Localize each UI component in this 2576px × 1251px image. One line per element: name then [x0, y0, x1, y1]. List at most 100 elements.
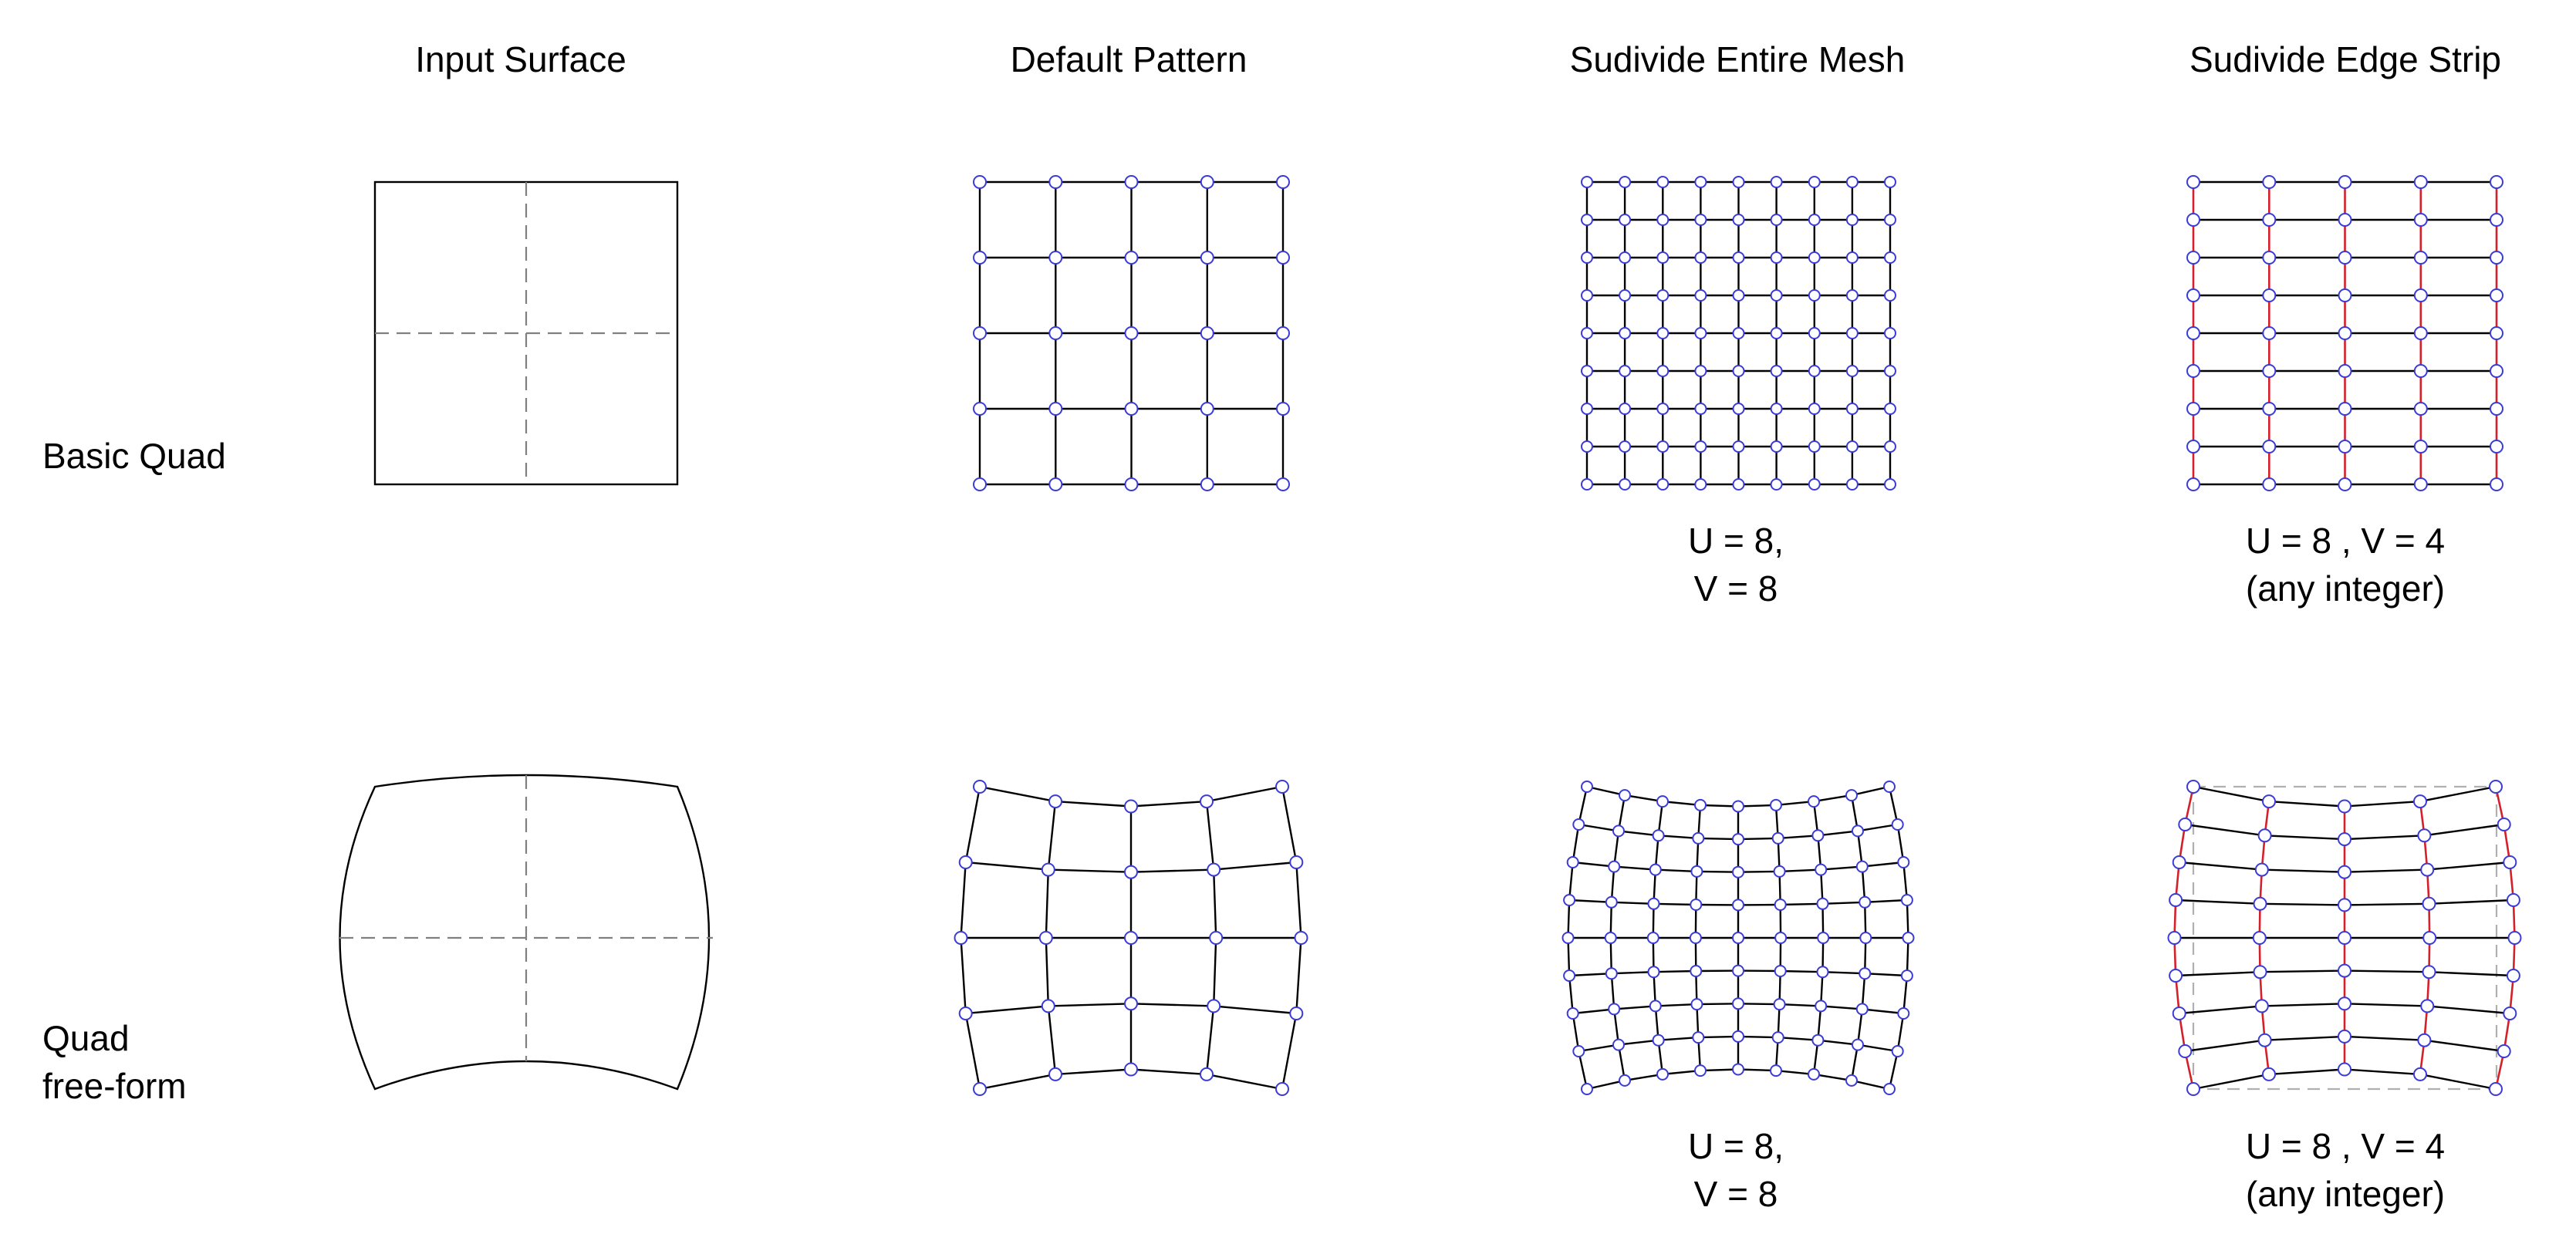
edge-strip-basic-node	[2262, 364, 2277, 378]
entire-mesh-basic-node	[1619, 365, 1632, 377]
entire-mesh-free-form-node	[1771, 1031, 1784, 1044]
entire-mesh-basic-node	[1581, 403, 1593, 415]
default-pattern-free-form-node	[1275, 1082, 1289, 1096]
edge-strip-free-form-node	[2338, 963, 2351, 978]
entire-mesh-basic-node	[1581, 289, 1593, 302]
entire-mesh-free-form-node	[1816, 897, 1829, 910]
edge-strip-basic	[2186, 175, 2503, 491]
entire-mesh-basic-node	[1884, 251, 1896, 264]
edge-strip-basic-node	[2262, 326, 2277, 340]
entire-mesh-free-form-node	[1891, 818, 1904, 831]
entire-mesh-free-form-node	[1566, 1007, 1579, 1020]
entire-mesh-free-form-node	[1845, 1074, 1858, 1087]
entire-mesh-basic-node	[1770, 403, 1783, 415]
entire-mesh-basic-node	[1808, 251, 1821, 264]
entire-mesh-free-form-node	[1732, 997, 1744, 1010]
edge-strip-free-form-node	[2254, 862, 2269, 877]
edge-strip-basic-node	[2186, 440, 2200, 454]
entire-mesh-free-form-node	[1619, 1074, 1631, 1087]
entire-mesh-basic-node	[1581, 327, 1593, 339]
row-label-basic-quad: Basic Quad	[42, 432, 226, 480]
entire-mesh-free-form-node	[1883, 781, 1896, 793]
edge-strip-free-form-node	[2420, 999, 2435, 1013]
row-label-basic-quad-text: Basic Quad	[42, 436, 226, 476]
caption-strip-bottom-any: (any integer)	[2245, 1174, 2446, 1214]
entire-mesh-basic-node	[1619, 289, 1632, 302]
default-pattern-basic-node	[973, 477, 987, 491]
entire-mesh-basic-node	[1619, 176, 1632, 188]
entire-mesh-free-form-node	[1732, 865, 1744, 878]
entire-mesh-basic-node	[1694, 251, 1707, 264]
edge-strip-basic-node	[2490, 288, 2503, 302]
edge-strip-free-form-node	[2422, 965, 2436, 980]
entire-mesh-basic-node	[1845, 251, 1859, 264]
entire-mesh-free-form-node	[1656, 1067, 1669, 1081]
edge-strip-basic-node	[2490, 440, 2503, 454]
edge-strip-free-form-node	[2507, 931, 2522, 945]
entire-mesh-free-form-node	[1561, 932, 1575, 944]
default-pattern-basic-node	[1048, 326, 1063, 340]
default-pattern-free-form-node	[1041, 862, 1055, 877]
edge-strip-free-form-node	[2338, 1029, 2351, 1044]
edge-strip-free-form-node	[2257, 1033, 2272, 1047]
entire-mesh-basic-node	[1732, 440, 1745, 453]
entire-mesh-free-form-node	[1900, 894, 1913, 906]
edge-strip-free-form-node	[2338, 799, 2351, 814]
free-form-outline	[339, 774, 711, 1091]
entire-mesh-basic-node	[1694, 440, 1707, 453]
edge-strip-free-form-node	[2497, 818, 2511, 831]
edge-strip-free-form-node	[2506, 893, 2520, 907]
default-pattern-free-form-node	[958, 855, 973, 869]
mesh-group	[954, 175, 2522, 1096]
default-pattern-free-form-node	[1048, 1067, 1062, 1081]
edge-strip-free-form-node	[2338, 996, 2351, 1011]
edge-strip-basic-node	[2490, 251, 2503, 265]
entire-mesh-free-form-node	[1732, 800, 1744, 813]
edge-strip-free-form-node	[2503, 1007, 2517, 1020]
edge-strip-basic-node	[2413, 288, 2428, 302]
entire-mesh-free-form-node	[1859, 895, 1872, 909]
edge-strip-basic-node	[2490, 175, 2503, 189]
entire-mesh-free-form-node	[1604, 932, 1617, 944]
column-title-subdivide-entire-mesh: Sudivide Entire Mesh	[1569, 39, 1906, 79]
edge-strip-basic-node	[2338, 251, 2352, 265]
entire-mesh-free-form-node	[1817, 932, 1830, 944]
entire-mesh-basic-node	[1845, 176, 1859, 188]
edge-strip-basic-node	[2262, 440, 2277, 454]
entire-mesh-basic-node	[1808, 214, 1821, 226]
default-pattern-basic	[973, 175, 1290, 491]
caption-entire-mesh-top: U = 8, V = 8	[1620, 517, 1852, 612]
edge-strip-basic-node	[2413, 440, 2428, 454]
edge-strip-free-form-node	[2186, 780, 2200, 794]
entire-mesh-free-form-node	[1690, 965, 1703, 977]
entire-mesh-basic-node	[1808, 327, 1821, 339]
entire-mesh-free-form-node	[1773, 998, 1786, 1011]
entire-mesh-basic-node	[1732, 214, 1745, 226]
edge-strip-free-form-node	[2178, 1044, 2193, 1058]
edge-strip-basic-node	[2413, 175, 2428, 189]
default-pattern-basic-node	[1276, 477, 1290, 491]
entire-mesh-free-form-node	[1690, 865, 1703, 878]
edge-strip-basic-node	[2186, 326, 2200, 340]
edge-strip-free-form-guide	[2192, 785, 2498, 1091]
entire-mesh-basic-node	[1884, 365, 1896, 377]
entire-mesh-free-form-node	[1649, 863, 1662, 876]
entire-mesh-free-form-node	[1581, 781, 1593, 793]
entire-mesh-basic-node	[1845, 478, 1859, 491]
default-pattern-free-form-node	[1275, 780, 1289, 794]
entire-mesh-basic-node	[1770, 365, 1783, 377]
default-pattern-free-form-node	[1289, 855, 1304, 869]
column-title-subdivide-edge-strip: Sudivide Edge Strip	[2189, 39, 2502, 79]
edge-strip-free-form-node	[2172, 1007, 2186, 1020]
edge-strip-basic-node	[2338, 326, 2352, 340]
entire-mesh-basic-node	[1656, 365, 1670, 377]
default-pattern-basic-node	[1276, 251, 1290, 265]
edge-strip-basic-node	[2186, 477, 2200, 491]
edge-strip-free-form-node	[2252, 931, 2267, 945]
entire-mesh-basic-node	[1770, 176, 1783, 188]
entire-mesh-free-form-node	[1811, 1034, 1825, 1047]
entire-mesh-free-form-node	[1647, 966, 1660, 979]
entire-mesh-basic-node	[1656, 251, 1670, 264]
entire-mesh-basic-node	[1884, 327, 1896, 339]
